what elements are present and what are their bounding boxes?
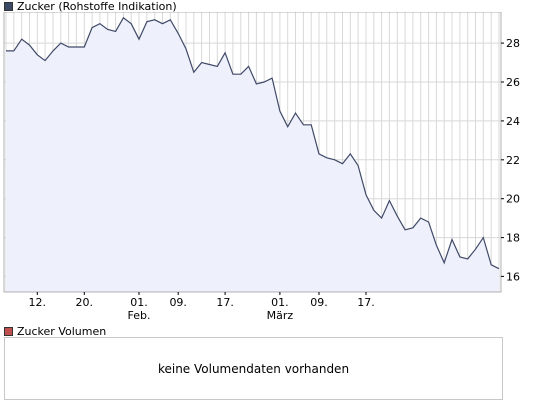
legend-volume: Zucker Volumen [4, 325, 106, 338]
volume-panel: keine Volumendaten vorhanden [4, 337, 503, 400]
plot-border [3, 12, 502, 293]
series-area-fill [6, 17, 499, 293]
legend-volume-label: Zucker Volumen [17, 325, 107, 338]
x-tick-label: 09. [310, 296, 328, 309]
x-tick-label: 12. [29, 296, 47, 309]
x-tick-label: 17. [357, 296, 375, 309]
volume-empty-message: keine Volumendaten vorhanden [157, 361, 350, 376]
legend-price: Zucker (Rohstoffe Indikation) [4, 0, 177, 13]
series-line [6, 16, 500, 270]
x-tick-label: 20. [76, 296, 94, 309]
x-tick-label: 09. [169, 296, 187, 309]
x-tick-sublabel: März [267, 309, 294, 322]
y-tick-label: 22 [506, 154, 520, 167]
x-tick-label: 01. [130, 296, 148, 309]
y-tick-label: 18 [506, 232, 520, 245]
y-tick-label: 16 [506, 270, 520, 283]
legend-price-swatch [4, 2, 13, 11]
y-tick-label: 20 [506, 193, 520, 206]
legend-price-label: Zucker (Rohstoffe Indikation) [17, 0, 177, 13]
y-tick-label: 26 [506, 76, 520, 89]
x-tick-sublabel: Feb. [128, 309, 151, 322]
x-tick-label: 17. [216, 296, 234, 309]
y-tick-label: 24 [506, 115, 520, 128]
y-tick-label: 28 [506, 37, 520, 50]
x-tick-label: 01. [271, 296, 289, 309]
legend-volume-swatch [4, 327, 13, 336]
